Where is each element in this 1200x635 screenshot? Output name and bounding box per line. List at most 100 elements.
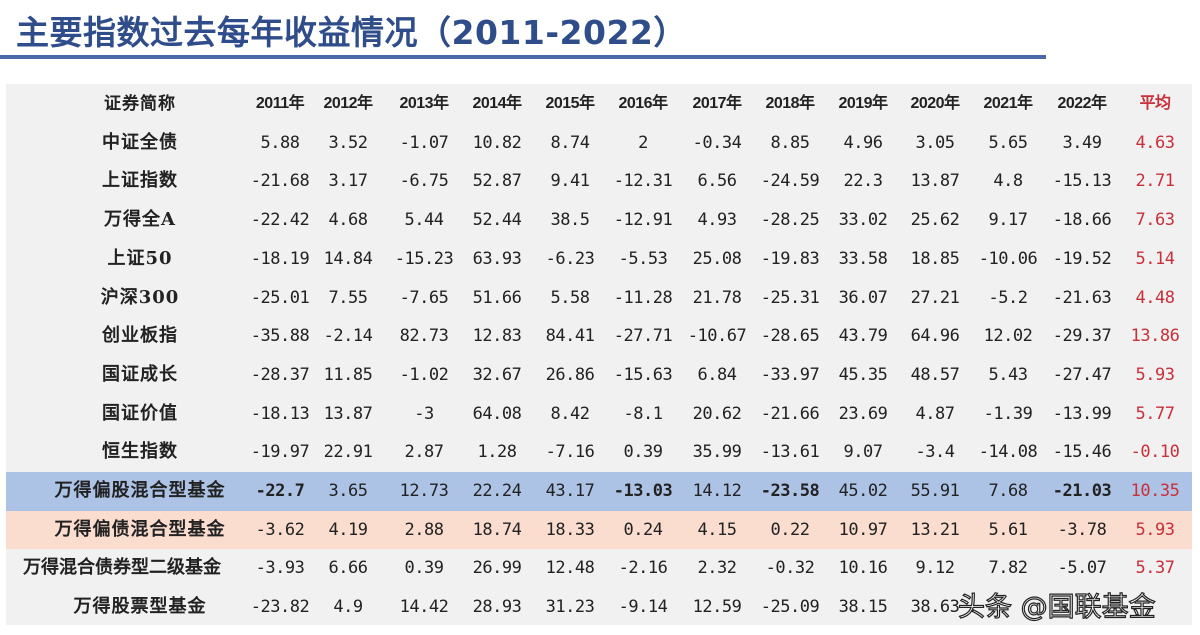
value-cell: 0.39 (623, 442, 663, 463)
value-cell: 82.73 (399, 326, 449, 347)
value-cell: 3.05 (915, 132, 955, 153)
row-name: 恒生指数 (102, 441, 178, 463)
value-cell: -12.91 (613, 210, 673, 231)
value-cell: 8.85 (770, 132, 810, 153)
value-cell: -15.63 (613, 364, 673, 385)
value-cell: 3.17 (328, 171, 368, 192)
value-cell: -28.65 (760, 326, 820, 347)
value-cell: -21.68 (250, 171, 310, 192)
value-cell: -7.65 (399, 287, 449, 308)
value-cell: 13.21 (910, 519, 960, 540)
value-cell: 22.91 (323, 442, 373, 463)
value-cell: 2.88 (404, 519, 444, 540)
value-cell: -21.03 (1052, 481, 1112, 501)
value-cell: -0.32 (765, 558, 815, 579)
value-cell: -15.13 (1052, 171, 1112, 192)
value-cell: 12.73 (399, 481, 449, 501)
row-name: 万得偏股混合型基金 (54, 480, 226, 501)
value-cell: 0.39 (404, 558, 444, 579)
value-cell: -5.07 (1057, 558, 1107, 579)
value-cell: -28.25 (760, 210, 820, 231)
value-cell: 33.58 (838, 248, 888, 269)
value-cell: -19.97 (250, 442, 310, 463)
value-cell: 0.22 (770, 519, 810, 540)
value-cell: 3.49 (1062, 132, 1102, 153)
value-cell: 9.07 (843, 442, 883, 463)
row-name: 万得偏债混合型基金 (54, 518, 226, 540)
value-cell: -0.34 (692, 132, 742, 153)
value-cell: -10.67 (687, 326, 747, 347)
value-cell: -28.37 (250, 364, 310, 385)
value-cell: 33.02 (838, 210, 888, 231)
value-cell: 7.82 (988, 558, 1028, 579)
average-cell: 5.93 (1135, 519, 1175, 540)
row-name: 创业板指 (102, 325, 178, 347)
value-cell: 10.82 (472, 132, 522, 153)
value-cell: -25.01 (250, 287, 310, 308)
value-cell: -25.09 (760, 597, 820, 618)
average-cell: 13.86 (1130, 326, 1180, 347)
column-header-year: 2015年 (545, 95, 595, 112)
value-cell: 12.48 (545, 558, 595, 579)
value-cell: 38.5 (550, 210, 590, 231)
value-cell: 6.56 (697, 171, 737, 192)
table-row: 万得偏股混合型基金 -22.7 3.65 12.73 22.24 43.17 -13.03 1… (6, 472, 1192, 511)
value-cell: 5.58 (550, 287, 590, 308)
value-cell: 23.69 (838, 403, 888, 424)
table-row: 国证成长 -28.37 11.85 -1.02 32.67 26.86 -15.63 6.84… (6, 356, 1192, 395)
row-name: 万得混合债券型二级基金 (23, 557, 221, 579)
value-cell: 38.15 (838, 597, 888, 618)
column-header-year: 2011年 (255, 95, 305, 112)
value-cell: 8.42 (550, 403, 590, 424)
value-cell: 4.19 (328, 519, 368, 540)
value-cell: -25.31 (760, 287, 820, 308)
value-cell: 4.93 (697, 210, 737, 231)
value-cell: 55.91 (910, 481, 960, 501)
value-cell: 18.33 (545, 519, 595, 540)
value-cell: 4.8 (993, 171, 1023, 192)
column-header-year: 2016年 (618, 95, 668, 112)
value-cell: 38.63 (910, 597, 960, 618)
value-cell: 9.17 (988, 210, 1028, 231)
value-cell: 14.84 (323, 248, 373, 269)
value-cell: -1.39 (983, 403, 1033, 424)
value-cell: -12.31 (613, 171, 673, 192)
average-cell: 10.35 (1130, 481, 1180, 501)
value-cell: 52.87 (472, 171, 522, 192)
value-cell: 52.44 (472, 210, 522, 231)
average-cell: 5.93 (1135, 364, 1175, 385)
table-row: 中证全债 5.88 3.52 -1.07 10.82 8.74 2 -0.34 8.85 4.96… (6, 124, 1192, 163)
table-row: 万得混合债券型二级基金 -3.93 6.66 0.39 26.99 12.48 -2.16 2… (6, 549, 1192, 588)
value-cell: 45.35 (838, 364, 888, 385)
value-cell: 2.32 (697, 558, 737, 579)
table-row: 万得偏债混合型基金 -3.62 4.19 2.88 18.74 18.33 0.24 4.15… (6, 510, 1192, 550)
value-cell: -5.2 (988, 287, 1028, 308)
value-cell: 11.85 (323, 364, 373, 385)
value-cell: 1.28 (477, 442, 517, 463)
value-cell: 45.02 (838, 481, 888, 501)
value-cell: 48.57 (910, 364, 960, 385)
page-title: 主要指数过去每年收益情况（2011-2022） (16, 13, 687, 52)
value-cell: -3.4 (915, 442, 955, 463)
value-cell: -2.14 (323, 326, 373, 347)
average-cell: 4.48 (1135, 287, 1175, 308)
average-cell: 5.77 (1135, 403, 1175, 424)
table-row: 恒生指数 -19.97 22.91 2.87 1.28 -7.16 0.39 35.99 -13… (6, 433, 1192, 472)
value-cell: 12.59 (692, 597, 742, 618)
value-cell: 5.61 (988, 519, 1028, 540)
value-cell: -29.37 (1052, 326, 1112, 347)
value-cell: 5.43 (988, 364, 1028, 385)
value-cell: -27.47 (1052, 364, 1112, 385)
value-cell: -11.28 (613, 287, 673, 308)
value-cell: 12.83 (472, 326, 522, 347)
value-cell: -19.83 (760, 248, 820, 269)
row-name: 万得全A (104, 209, 176, 231)
value-cell: -14.08 (978, 442, 1038, 463)
value-cell: 4.68 (328, 210, 368, 231)
value-cell: -18.13 (250, 403, 310, 424)
value-cell: 18.85 (910, 248, 960, 269)
average-cell: 2.71 (1135, 171, 1175, 192)
value-cell: 4.15 (697, 519, 737, 540)
value-cell: 84.41 (545, 326, 595, 347)
value-cell: -10.06 (978, 248, 1038, 269)
